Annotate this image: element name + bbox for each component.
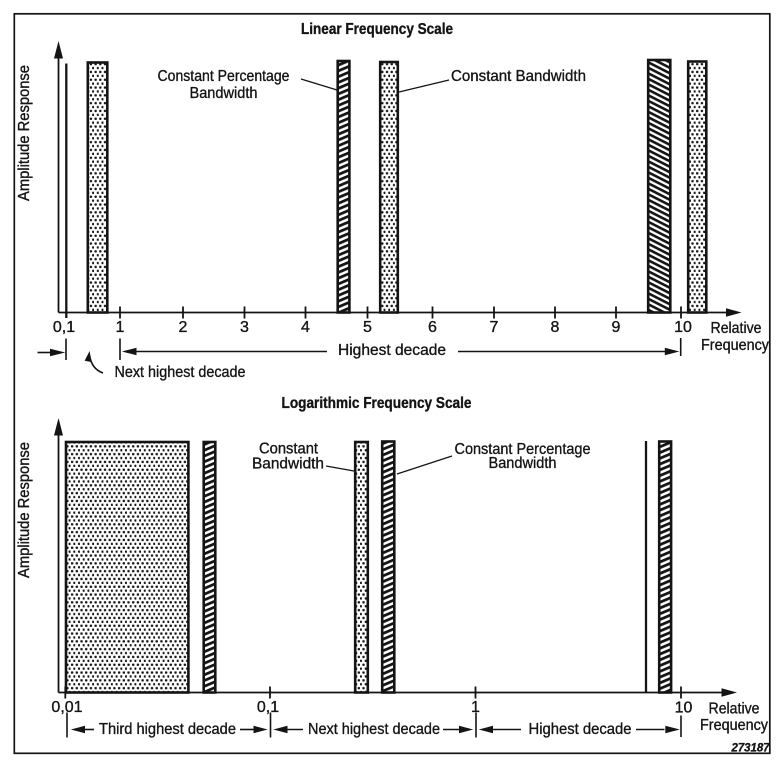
svg-text:6: 6 — [428, 319, 437, 336]
svg-text:10: 10 — [674, 319, 692, 336]
svg-text:1: 1 — [471, 699, 480, 716]
svg-text:Relative: Relative — [711, 320, 762, 337]
svg-text:Third highest decade: Third highest decade — [99, 721, 236, 738]
svg-text:Constant: Constant — [259, 441, 319, 458]
svg-text:Amplitude Response: Amplitude Response — [16, 442, 33, 578]
svg-text:3: 3 — [240, 319, 249, 336]
svg-text:Bandwidth: Bandwidth — [252, 456, 324, 473]
svg-text:0,01: 0,01 — [51, 699, 82, 716]
svg-text:Frequency: Frequency — [701, 337, 769, 354]
svg-text:Amplitude Response: Amplitude Response — [16, 65, 33, 201]
svg-text:Bandwidth: Bandwidth — [489, 455, 557, 472]
svg-text:Highest decade: Highest decade — [529, 721, 632, 738]
svg-text:0,1: 0,1 — [257, 699, 279, 716]
svg-text:Highest decade: Highest decade — [338, 342, 446, 359]
svg-text:7: 7 — [490, 319, 499, 336]
svg-text:8: 8 — [551, 319, 560, 336]
svg-text:2: 2 — [179, 319, 188, 336]
svg-text:Frequency: Frequency — [700, 717, 768, 734]
svg-text:Logarithmic Frequency Scale: Logarithmic Frequency Scale — [282, 395, 472, 412]
svg-text:4: 4 — [301, 319, 310, 336]
svg-text:5: 5 — [363, 319, 372, 336]
svg-text:Bandwidth: Bandwidth — [190, 85, 258, 102]
svg-text:Next highest decade: Next highest decade — [115, 364, 246, 381]
svg-text:1: 1 — [116, 319, 125, 336]
svg-text:Relative: Relative — [709, 701, 760, 718]
svg-text:0,1: 0,1 — [53, 319, 75, 336]
svg-text:273187: 273187 — [731, 741, 771, 755]
svg-text:10: 10 — [675, 700, 693, 717]
svg-text:Constant Percentage: Constant Percentage — [455, 441, 591, 458]
svg-text:9: 9 — [612, 319, 621, 336]
svg-text:Next highest decade: Next highest decade — [308, 721, 440, 738]
svg-text:Constant Percentage: Constant Percentage — [158, 68, 290, 85]
svg-text:Constant Bandwidth: Constant Bandwidth — [451, 68, 586, 85]
svg-text:Linear Frequency Scale: Linear Frequency Scale — [301, 21, 453, 38]
